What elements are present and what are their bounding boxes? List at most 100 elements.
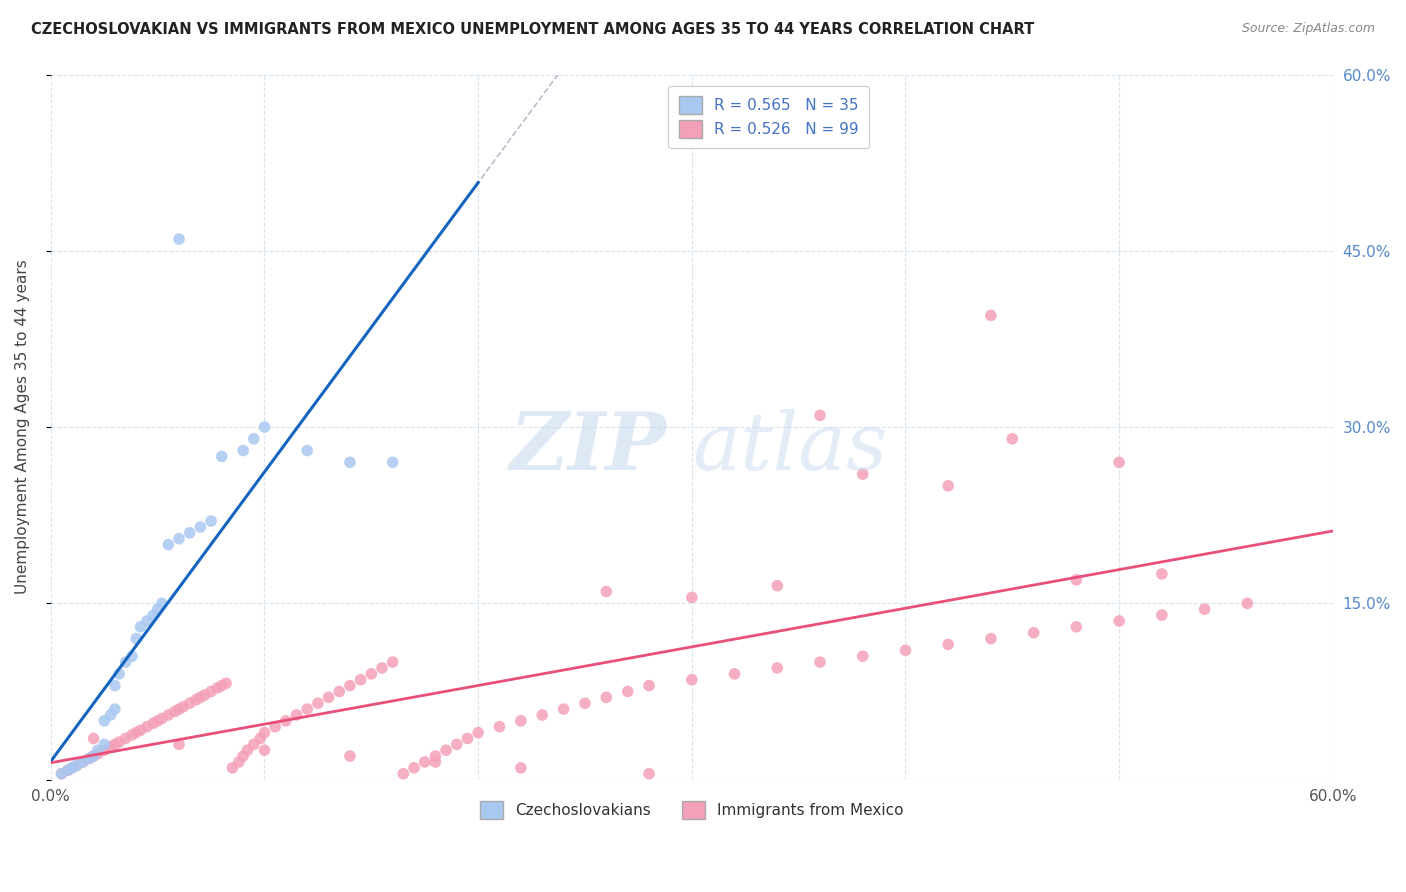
- Point: [150, 711, 173, 725]
- Point: [136, 720, 159, 734]
- Point: [60, 761, 83, 775]
- Point: [129, 620, 152, 634]
- Point: [72, 755, 94, 769]
- Point: [297, 702, 319, 716]
- Point: [167, 232, 190, 246]
- Point: [936, 637, 959, 651]
- Point: [249, 731, 271, 746]
- Point: [232, 443, 254, 458]
- Point: [425, 749, 447, 764]
- Point: [1022, 625, 1045, 640]
- Point: [121, 649, 143, 664]
- Point: [167, 702, 190, 716]
- Point: [51, 766, 73, 780]
- Point: [172, 699, 194, 714]
- Point: [200, 684, 222, 698]
- Point: [215, 676, 238, 690]
- Point: [392, 766, 415, 780]
- Point: [1108, 455, 1130, 469]
- Point: [381, 455, 404, 469]
- Point: [509, 714, 531, 728]
- Point: [616, 684, 638, 698]
- Point: [852, 467, 875, 481]
- Point: [1066, 573, 1088, 587]
- Point: [167, 737, 190, 751]
- Point: [723, 666, 745, 681]
- Point: [79, 751, 101, 765]
- Point: [104, 737, 127, 751]
- Point: [190, 520, 212, 534]
- Point: [72, 755, 94, 769]
- Point: [104, 679, 127, 693]
- Point: [328, 684, 350, 698]
- Point: [339, 455, 361, 469]
- Point: [434, 743, 457, 757]
- Point: [100, 708, 122, 723]
- Point: [125, 632, 148, 646]
- Point: [108, 666, 131, 681]
- Point: [980, 309, 1002, 323]
- Point: [1108, 614, 1130, 628]
- Text: CZECHOSLOVAKIAN VS IMMIGRANTS FROM MEXICO UNEMPLOYMENT AMONG AGES 35 TO 44 YEARS: CZECHOSLOVAKIAN VS IMMIGRANTS FROM MEXIC…: [31, 22, 1035, 37]
- Point: [79, 751, 101, 765]
- Point: [402, 761, 425, 775]
- Point: [184, 692, 207, 706]
- Point: [194, 688, 217, 702]
- Point: [274, 714, 297, 728]
- Point: [56, 763, 79, 777]
- Point: [93, 714, 115, 728]
- Point: [93, 743, 115, 757]
- Point: [681, 673, 703, 687]
- Point: [146, 602, 169, 616]
- Point: [381, 655, 404, 669]
- Point: [1194, 602, 1216, 616]
- Point: [228, 755, 250, 769]
- Point: [83, 749, 105, 764]
- Point: [936, 479, 959, 493]
- Point: [157, 538, 180, 552]
- Point: [446, 737, 468, 751]
- Point: [553, 702, 575, 716]
- Point: [150, 596, 173, 610]
- Point: [339, 749, 361, 764]
- Point: [114, 655, 136, 669]
- Point: [65, 758, 87, 772]
- Point: [339, 679, 361, 693]
- Point: [371, 661, 394, 675]
- Point: [488, 720, 510, 734]
- Point: [232, 749, 254, 764]
- Point: [253, 743, 276, 757]
- Point: [236, 743, 259, 757]
- Point: [766, 579, 789, 593]
- Point: [93, 737, 115, 751]
- Point: [243, 432, 266, 446]
- Point: [211, 679, 233, 693]
- Point: [638, 679, 661, 693]
- Point: [56, 763, 79, 777]
- Point: [509, 761, 531, 775]
- Point: [200, 514, 222, 528]
- Point: [125, 725, 148, 739]
- Point: [100, 739, 122, 754]
- Point: [142, 716, 165, 731]
- Point: [808, 655, 831, 669]
- Point: [766, 661, 789, 675]
- Point: [1150, 566, 1173, 581]
- Text: Source: ZipAtlas.com: Source: ZipAtlas.com: [1241, 22, 1375, 36]
- Point: [574, 696, 596, 710]
- Y-axis label: Unemployment Among Ages 35 to 44 years: Unemployment Among Ages 35 to 44 years: [15, 260, 30, 594]
- Point: [136, 614, 159, 628]
- Point: [253, 725, 276, 739]
- Point: [1001, 432, 1024, 446]
- Point: [190, 690, 212, 705]
- Point: [1150, 608, 1173, 623]
- Point: [425, 755, 447, 769]
- Point: [681, 591, 703, 605]
- Point: [531, 708, 554, 723]
- Point: [467, 725, 489, 739]
- Point: [360, 666, 382, 681]
- Point: [264, 720, 287, 734]
- Point: [349, 673, 371, 687]
- Point: [307, 696, 329, 710]
- Point: [129, 723, 152, 738]
